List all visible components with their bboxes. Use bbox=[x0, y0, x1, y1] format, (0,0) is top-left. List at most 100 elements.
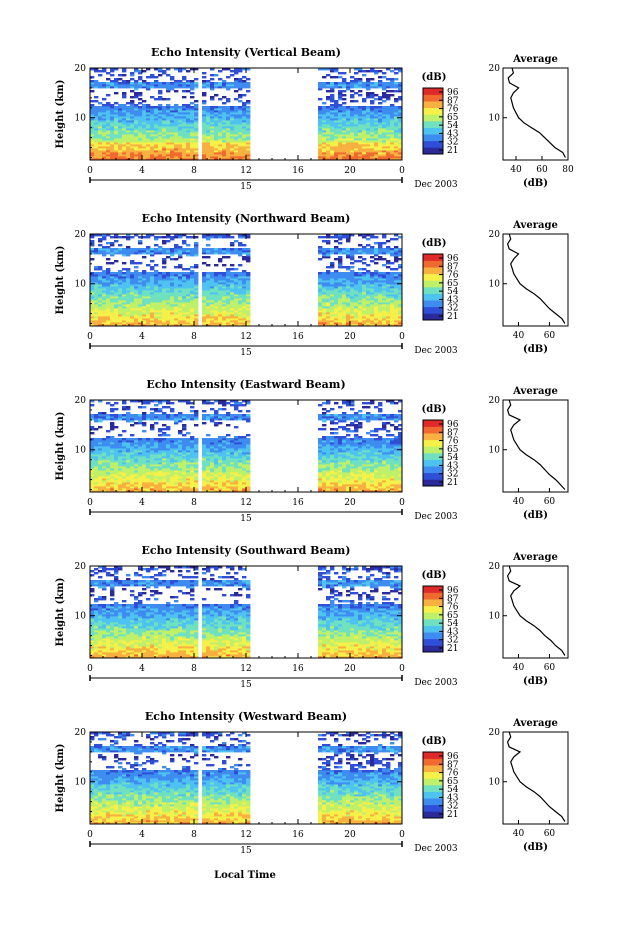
heatmap-cell bbox=[98, 102, 103, 105]
heatmap-cell bbox=[138, 304, 143, 307]
average-x-tick-label: 40 bbox=[513, 331, 525, 341]
heatmap-cell bbox=[178, 302, 183, 305]
heatmap-cell bbox=[398, 136, 403, 139]
heatmap-cell bbox=[326, 316, 331, 319]
heatmap-cell bbox=[138, 282, 143, 285]
heatmap-cell bbox=[230, 274, 235, 277]
heatmap-cell bbox=[130, 488, 135, 491]
heatmap-cell bbox=[98, 238, 103, 241]
heatmap-cell bbox=[234, 114, 239, 117]
heatmap-cell bbox=[182, 318, 187, 321]
heatmap-cell bbox=[170, 146, 175, 149]
heatmap-cell bbox=[182, 286, 187, 289]
heatmap-cell bbox=[126, 322, 131, 325]
heatmap-cell bbox=[382, 152, 387, 155]
heatmap-cell bbox=[386, 304, 391, 307]
heatmap-cell bbox=[154, 458, 159, 461]
heatmap-cell bbox=[130, 454, 135, 457]
heatmap-cell bbox=[318, 124, 323, 127]
heatmap-cell bbox=[214, 74, 219, 77]
heatmap-cell bbox=[122, 454, 127, 457]
heatmap-cell bbox=[370, 294, 375, 297]
heatmap-cell bbox=[114, 470, 119, 473]
heatmap-cell bbox=[186, 86, 191, 89]
heatmap-cell bbox=[90, 432, 95, 435]
heatmap-cell bbox=[154, 296, 159, 299]
heatmap-cell bbox=[150, 276, 155, 279]
heatmap-cell bbox=[330, 322, 335, 325]
heatmap-cell bbox=[194, 116, 199, 119]
heatmap-cell bbox=[234, 108, 239, 111]
heatmap-cell bbox=[126, 114, 131, 117]
heatmap-cell bbox=[118, 144, 123, 147]
heatmap-cell bbox=[202, 250, 207, 253]
heatmap-cell bbox=[322, 294, 327, 297]
heatmap-cell bbox=[134, 466, 139, 469]
heatmap-cell bbox=[246, 78, 251, 81]
heatmap-cell bbox=[362, 318, 367, 321]
heatmap-cell bbox=[134, 266, 139, 269]
heatmap-cell bbox=[190, 324, 195, 327]
heatmap-cell bbox=[98, 248, 103, 251]
heatmap-cell bbox=[230, 138, 235, 141]
heatmap-cell bbox=[346, 304, 351, 307]
heatmap-cell bbox=[378, 154, 383, 157]
heatmap-cell bbox=[374, 276, 379, 279]
heatmap-cell bbox=[150, 322, 155, 325]
heatmap-cell bbox=[226, 100, 231, 103]
heatmap-cell bbox=[110, 444, 115, 447]
heatmap-cell bbox=[126, 268, 131, 271]
y-axis-label: Height (km) bbox=[55, 412, 66, 481]
heatmap-cell bbox=[358, 282, 363, 285]
heatmap-cell bbox=[162, 108, 167, 111]
heatmap-cell bbox=[322, 128, 327, 131]
heatmap-cell bbox=[330, 152, 335, 155]
colorbar-tick-label: 76 bbox=[447, 105, 459, 115]
heatmap-cell bbox=[150, 248, 155, 251]
heatmap-cell bbox=[186, 268, 191, 271]
heatmap-cell bbox=[114, 416, 119, 419]
heatmap-cell bbox=[350, 144, 355, 147]
heatmap-cell bbox=[322, 310, 327, 313]
heatmap-cell bbox=[146, 68, 151, 71]
heatmap-cell bbox=[338, 90, 343, 93]
heatmap-cell bbox=[126, 416, 131, 419]
heatmap-cell bbox=[194, 152, 199, 155]
heatmap-cell bbox=[370, 142, 375, 145]
heatmap-cell bbox=[90, 480, 95, 483]
heatmap-cell bbox=[114, 460, 119, 463]
heatmap-cell bbox=[126, 444, 131, 447]
heatmap-cell bbox=[318, 252, 323, 255]
heatmap-cell bbox=[218, 276, 223, 279]
heatmap-cell bbox=[370, 140, 375, 143]
heatmap-cell bbox=[106, 456, 111, 459]
heatmap-cell bbox=[102, 104, 107, 107]
heatmap-cell bbox=[326, 310, 331, 313]
heatmap-cell bbox=[358, 68, 363, 71]
heatmap-cell bbox=[334, 70, 339, 73]
heatmap-cell bbox=[210, 308, 215, 311]
heatmap-cell bbox=[114, 80, 119, 83]
heatmap-cell bbox=[130, 154, 135, 157]
heatmap-cell bbox=[226, 132, 231, 135]
heatmap-cell bbox=[398, 236, 403, 239]
heatmap-cell bbox=[138, 490, 143, 493]
heatmap-cell bbox=[122, 142, 127, 145]
heatmap-cell bbox=[166, 148, 171, 151]
heatmap-cell bbox=[126, 286, 131, 289]
heatmap-cell bbox=[174, 304, 179, 307]
heatmap-cell bbox=[370, 156, 375, 159]
heatmap-cell bbox=[102, 442, 107, 445]
heatmap-cell bbox=[390, 304, 395, 307]
heatmap-cell bbox=[386, 144, 391, 147]
heatmap-cell bbox=[202, 132, 207, 135]
heatmap-cell bbox=[222, 296, 227, 299]
heatmap-cell bbox=[158, 274, 163, 277]
heatmap-cell bbox=[170, 314, 175, 317]
heatmap-cell bbox=[342, 138, 347, 141]
heatmap-cell bbox=[354, 78, 359, 81]
heatmap-cell bbox=[370, 146, 375, 149]
heatmap-cell bbox=[322, 114, 327, 117]
heatmap-cell bbox=[154, 484, 159, 487]
heatmap-cell bbox=[134, 474, 139, 477]
